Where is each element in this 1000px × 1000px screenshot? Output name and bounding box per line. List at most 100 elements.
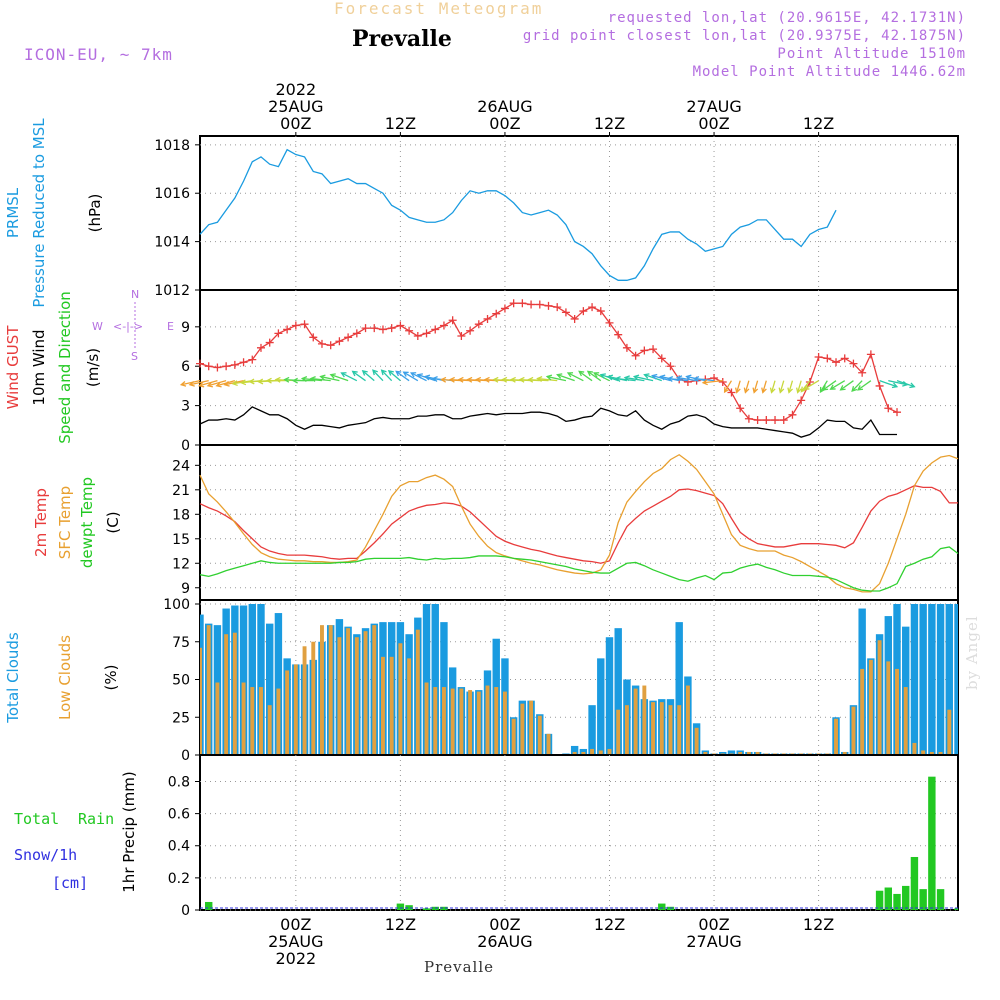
legend-snow: Snow/1h — [14, 846, 77, 864]
top-time-label: 12Z — [385, 114, 416, 133]
gust-marker — [893, 408, 902, 417]
wind-arrow-head — [752, 387, 759, 394]
gust-marker — [805, 377, 814, 386]
series-line — [199, 485, 958, 564]
wind-arrow — [830, 380, 846, 390]
gust-marker — [744, 414, 753, 423]
panel-label: (%) — [102, 665, 120, 691]
wind-arrow — [557, 374, 575, 382]
bar-low-clouds — [433, 687, 438, 755]
bar-low-clouds — [938, 751, 943, 755]
gust-marker — [326, 341, 335, 350]
bar-low-clouds — [398, 643, 403, 755]
bar-low-clouds — [450, 688, 455, 755]
wind-arrow-head — [351, 370, 358, 377]
wind-arrow-head — [319, 374, 326, 381]
wind-arrow-head — [257, 378, 264, 385]
y-tick-label: 21 — [172, 483, 190, 499]
wind-arrow — [724, 380, 733, 393]
bar-low-clouds — [947, 709, 952, 755]
wind-arrow — [644, 374, 662, 382]
bar-low-clouds — [694, 727, 699, 755]
gust-marker — [422, 329, 431, 338]
bar-total-rain — [902, 885, 910, 910]
y-tick-label: 0.4 — [168, 839, 190, 855]
bar-total-clouds — [605, 637, 614, 755]
wind-arrow-head — [274, 376, 281, 383]
bar-low-clouds — [337, 637, 342, 755]
top-time-label: 12Z — [803, 114, 834, 133]
gust-marker — [300, 320, 309, 329]
gust-marker — [413, 332, 422, 341]
wind-arrow-head — [909, 382, 916, 389]
bar-low-clouds — [200, 647, 202, 755]
wind-arrow-head — [466, 376, 473, 383]
y-tick-label: 12 — [172, 556, 190, 572]
bar-low-clouds — [459, 688, 464, 755]
bar-low-clouds — [424, 682, 429, 755]
bar-low-clouds — [851, 706, 856, 755]
wind-arrow-head — [761, 387, 767, 394]
gust-marker — [579, 307, 588, 316]
gust-marker — [222, 362, 231, 371]
bar-low-clouds — [651, 702, 656, 755]
wind-arrow-head — [361, 369, 368, 376]
wind-arrow — [207, 380, 227, 387]
wind-arrow-head — [545, 374, 553, 381]
gust-marker — [230, 360, 239, 369]
wind-arrow-head — [215, 381, 222, 388]
panel-label: PRMSL — [4, 187, 22, 238]
bar-total-rain — [422, 908, 431, 910]
footer-location: Prevalle — [424, 958, 495, 976]
wind-arrow — [381, 369, 393, 382]
wind-arrow-head — [206, 381, 214, 388]
wind-arrow — [857, 380, 872, 391]
panel-label: (hPa) — [86, 194, 104, 233]
wind-arrow — [702, 380, 723, 384]
wind-arrow — [753, 380, 759, 393]
y-tick-label: 1012 — [154, 283, 190, 299]
bar-low-clouds — [929, 751, 934, 755]
gust-marker — [640, 346, 649, 355]
wind-arrow — [634, 375, 654, 382]
wind-arrow-head — [839, 385, 846, 391]
wind-arrow-head — [492, 376, 499, 383]
gust-marker — [492, 309, 501, 318]
gust-marker — [457, 332, 466, 341]
bar-low-clouds — [485, 685, 490, 755]
bar-total-rain — [205, 901, 213, 910]
bar-total-rain — [928, 776, 936, 910]
point-altitude: Point Altitude 1510m — [777, 46, 966, 62]
bar-total-clouds — [257, 604, 265, 755]
wind-arrow — [181, 380, 201, 386]
gust-marker — [317, 339, 326, 348]
bar-total-rain — [884, 887, 893, 910]
gust-marker — [405, 326, 414, 335]
bottom-time-label: 27AUG — [686, 932, 741, 951]
gust-marker — [561, 308, 570, 317]
panel-frame — [199, 135, 959, 291]
gust-marker — [378, 325, 387, 334]
wind-arrow-head — [829, 384, 836, 390]
wind-arrow-head — [803, 384, 810, 390]
bar-total-clouds — [936, 604, 945, 755]
y-tick-label: 3 — [181, 399, 190, 415]
wind-arrow-head — [448, 376, 455, 383]
gust-marker — [553, 303, 562, 312]
wind-arrow — [668, 377, 688, 382]
wind-arrow — [797, 380, 802, 393]
y-tick-label: 1016 — [154, 186, 190, 202]
wind-arrow-head — [632, 374, 640, 381]
bar-total-rain — [910, 856, 919, 910]
panel-label: 10m Wind — [30, 329, 48, 405]
wind-arrow-head — [606, 374, 614, 381]
wind-arrow-head — [340, 372, 347, 378]
wind-arrow-head — [527, 376, 534, 383]
wind-arrow-head — [666, 376, 674, 382]
gust-marker — [718, 377, 727, 386]
wind-arrow-head — [735, 387, 741, 394]
wind-arrow-head — [309, 376, 316, 382]
gust-marker — [448, 316, 457, 325]
gust-marker — [649, 345, 658, 354]
